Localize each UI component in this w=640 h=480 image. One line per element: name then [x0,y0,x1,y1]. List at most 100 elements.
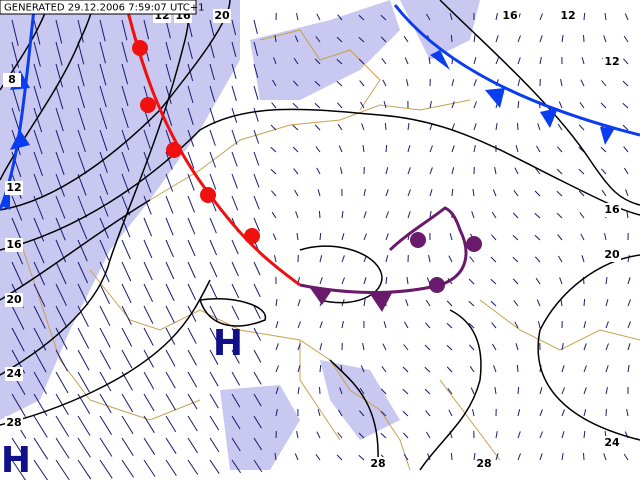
wind-arrow [77,195,87,218]
wind-arrow [407,211,411,219]
wind-arrow [209,393,219,409]
wind-arrow [316,167,321,175]
wind-arrow [451,145,455,153]
wind-arrow [293,57,299,65]
wind-arrow [428,57,431,65]
wind-arrow [187,151,195,169]
wind-arrow [143,217,153,237]
wind-arrow [491,343,497,351]
wind-arrow [314,58,321,65]
wind-arrow [55,415,70,437]
wind-arrow [404,57,409,65]
wind-arrow [494,167,497,175]
wind-arrow [33,305,46,329]
wind-arrow [319,255,323,263]
wind-arrow [187,63,194,82]
wind-arrow [557,123,563,131]
wind-arrow [231,371,241,386]
wind-arrow [231,151,238,167]
isobar-label-bg [5,181,23,195]
wind-arrow [407,145,411,153]
wind-arrow [622,102,629,109]
wind-arrow [99,283,110,305]
wind-arrow [99,63,107,86]
wind-arrow [385,167,389,175]
wind-arrow [561,409,565,417]
wind-arrow [121,85,129,107]
wind-arrow [165,173,174,192]
wind-arrow [274,453,277,461]
wind-arrow [384,122,387,131]
wind-arrow [209,415,220,431]
wind-arrow [604,233,607,241]
wind-arrow [424,366,431,373]
wind-arrow [143,393,155,412]
wind-arrow [448,255,453,263]
wind-arrow [535,168,541,175]
wind-arrow [33,415,48,438]
wind-arrow [380,410,387,417]
wind-arrow [492,189,497,197]
wind-arrow [99,151,108,173]
wind-arrow [451,167,455,175]
isobar-label: 24 [6,367,22,380]
wind-arrow [403,453,409,461]
wind-arrow [472,409,475,417]
wind-arrow [601,189,607,197]
wind-arrow [99,305,111,326]
wind-arrow [402,410,409,417]
wind-arrow [292,102,299,109]
wind-arrow [446,344,453,351]
wind-arrow [253,415,262,429]
wind-arrow [517,453,521,461]
wind-arrow [121,19,128,41]
wind-arrow [468,300,475,307]
wind-arrow [358,432,365,439]
wind-arrow [358,58,365,65]
wind-arrow [381,58,387,65]
wind-arrow [600,102,607,109]
wind-arrow [121,129,130,150]
wind-arrow [33,19,41,45]
wind-arrow [55,85,64,110]
wind-arrow [143,239,153,259]
wind-arrow [187,41,193,60]
wind-arrow [363,189,366,197]
wind-arrow [165,151,173,170]
isobar-label-bg [501,9,519,23]
wind-arrow [429,145,433,153]
wind-arrow [231,41,237,58]
wind-arrow [561,387,565,395]
wind-arrow [143,195,152,215]
wind-arrow [77,327,90,349]
wind-arrow [11,459,26,480]
wind-arrow [495,431,498,439]
wind-arrow [253,173,260,188]
wind-arrow [403,344,409,351]
wind-arrow [209,173,217,190]
wind-arrow [404,321,409,329]
wind-arrow [274,255,277,263]
isobar-label-bg [603,248,621,262]
wind-arrow [623,146,629,153]
wind-arrow [314,102,321,109]
wind-arrow [209,349,219,365]
pressure-centers: HH [1,323,243,480]
wind-arrow [253,261,261,276]
wind-arrow [358,36,365,43]
wind-arrow [253,327,262,341]
wind-arrow [187,327,197,344]
wind-arrow [99,239,110,261]
wind-arrow [446,300,453,307]
wind-arrow [583,343,587,351]
wind-arrow [472,189,475,197]
wind-arrow [385,233,389,241]
wind-arrow [471,211,475,219]
wind-arrow [490,256,497,263]
wind-arrow [603,453,607,461]
wind-arrow [33,107,43,133]
wind-arrow [231,85,237,101]
wind-arrow [605,321,609,329]
wind-arrow [143,459,156,477]
wind-arrow [315,36,321,43]
